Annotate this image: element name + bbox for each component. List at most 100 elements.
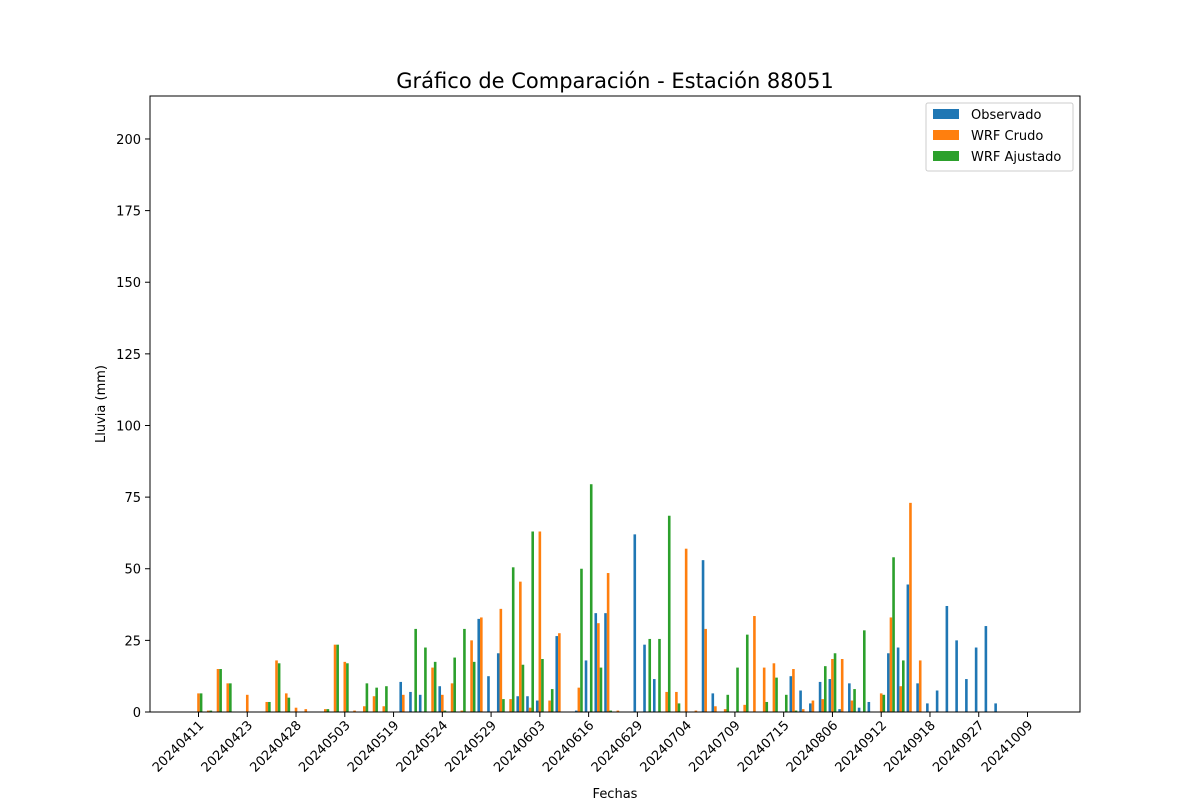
bar-wrf-crudo-67 xyxy=(850,700,854,712)
bar-wrf-ajustado-59 xyxy=(775,677,778,712)
bar-observado-25 xyxy=(438,686,442,712)
bar-wrf-crudo-53 xyxy=(714,706,717,712)
bar-observado-47 xyxy=(652,679,656,712)
bar-wrf-crudo-33 xyxy=(519,581,522,712)
bar-wrf-ajustado-26 xyxy=(453,657,456,712)
bar-wrf-crudo-3 xyxy=(226,683,230,712)
bar-observado-77 xyxy=(945,605,949,712)
bar-wrf-crudo-48 xyxy=(665,691,668,712)
bar-wrf-ajustado-70 xyxy=(882,694,886,712)
bar-wrf-ajustado-7 xyxy=(268,701,271,712)
y-axis: 0 25 50 75 100 125 150 175 200 xyxy=(116,133,150,721)
bar-wrf-crudo-2 xyxy=(216,669,220,712)
bar-wrf-crudo-63 xyxy=(811,700,815,712)
bar-observado-79 xyxy=(965,679,968,712)
bar-wrf-ajustado-71 xyxy=(892,557,895,712)
bar-wrf-crudo-35 xyxy=(538,531,542,712)
y-tick-label: 75 xyxy=(124,491,141,506)
bar-wrf-ajustado-1 xyxy=(209,710,213,712)
bar-wrf-crudo-62 xyxy=(801,709,805,712)
bar-observado-46 xyxy=(643,644,646,712)
bar-wrf-ajustado-54 xyxy=(726,694,730,712)
legend-label-wrf-crudo: WRF Crudo xyxy=(971,129,1043,144)
bar-wrf-crudo-18 xyxy=(372,696,376,712)
bar-wrf-ajustado-15 xyxy=(346,663,349,712)
bar-wrf-crudo-31 xyxy=(499,608,503,712)
bar-wrf-crudo-14 xyxy=(333,644,337,712)
bar-wrf-crudo-32 xyxy=(509,699,512,712)
bar-observado-41 xyxy=(594,613,598,712)
bar-wrf-ajustado-64 xyxy=(823,666,827,712)
bar-wrf-crudo-59 xyxy=(772,663,776,712)
bar-wrf-ajustado-68 xyxy=(863,630,866,712)
bar-wrf-crudo-16 xyxy=(353,710,356,712)
bar-wrf-crudo-1 xyxy=(206,710,210,712)
bar-observado-40 xyxy=(584,660,588,712)
bar-wrf-crudo-73 xyxy=(909,502,912,712)
bar-wrf-ajustado-56 xyxy=(745,634,749,712)
bar-wrf-ajustado-19 xyxy=(385,686,388,712)
bar-wrf-ajustado-65 xyxy=(833,653,837,712)
bar-wrf-crudo-61 xyxy=(792,669,795,712)
bar-wrf-ajustado-32 xyxy=(511,567,515,712)
y-tick-label: 50 xyxy=(124,563,141,578)
bar-wrf-crudo-13 xyxy=(323,709,327,712)
legend-swatch-wrf-crudo xyxy=(933,130,959,140)
bar-observado-33 xyxy=(516,696,520,712)
bar-wrf-ajustado-34 xyxy=(531,531,534,712)
bar-wrf-ajustado-60 xyxy=(784,694,788,712)
bar-wrf-crudo-70 xyxy=(879,693,883,712)
x-axis-label: Fechas xyxy=(593,787,638,800)
bar-observado-74 xyxy=(916,683,919,712)
bar-observado-82 xyxy=(994,703,997,712)
bar-wrf-crudo-7 xyxy=(265,701,269,712)
legend-label-wrf-ajustado: WRF Ajustado xyxy=(971,150,1061,165)
bar-wrf-ajustado-67 xyxy=(853,689,856,712)
bar-wrf-crudo-29 xyxy=(480,617,483,712)
bar-wrf-ajustado-23 xyxy=(424,647,427,712)
bar-wrf-crudo-8 xyxy=(275,660,278,712)
plot-frame xyxy=(149,95,1081,713)
bar-observado-65 xyxy=(828,679,832,712)
y-tick-label: 200 xyxy=(116,133,141,148)
bar-observado-37 xyxy=(555,636,559,712)
bar-wrf-ajustado-42 xyxy=(609,710,613,712)
bar-observado-23 xyxy=(418,694,422,712)
bar-observado-39 xyxy=(574,710,578,712)
legend: Observado WRF Crudo WRF Ajustado xyxy=(925,102,1074,172)
bar-wrf-ajustado-39 xyxy=(580,568,583,712)
y-tick-label: 0 xyxy=(133,706,141,721)
bar-observado-64 xyxy=(818,681,822,712)
bar-wrf-crudo-24 xyxy=(431,667,434,712)
bar-observado-72 xyxy=(896,647,900,712)
bar-wrf-ajustado-58 xyxy=(765,701,769,712)
bar-wrf-crudo-0 xyxy=(197,693,200,712)
bar-observado-71 xyxy=(887,653,890,712)
bar-wrf-ajustado-24 xyxy=(433,661,437,712)
bar-wrf-crudo-5 xyxy=(245,694,249,712)
bar-wrf-ajustado-33 xyxy=(521,664,525,712)
bar-wrf-crudo-41 xyxy=(597,623,600,712)
bar-wrf-crudo-34 xyxy=(528,707,532,712)
bar-wrf-ajustado-8 xyxy=(277,663,281,712)
y-tick-label: 125 xyxy=(116,348,141,363)
bar-observado-30 xyxy=(487,676,490,712)
bar-observado-76 xyxy=(935,690,939,712)
bar-wrf-crudo-15 xyxy=(343,661,347,712)
bar-observado-61 xyxy=(789,676,793,712)
bar-observado-45 xyxy=(633,534,637,712)
bar-observado-63 xyxy=(809,703,812,712)
bar-observado-67 xyxy=(848,683,851,712)
bar-wrf-crudo-65 xyxy=(831,659,834,712)
chart-title: Gráfico de Comparación - Estación 88051 xyxy=(396,69,833,93)
bar-wrf-ajustado-14 xyxy=(336,644,339,712)
legend-label-observado: Observado xyxy=(971,108,1042,123)
bar-wrf-ajustado-72 xyxy=(902,660,905,712)
bar-observado-31 xyxy=(496,653,500,712)
bar-wrf-ajustado-27 xyxy=(463,628,466,712)
bar-wrf-ajustado-22 xyxy=(414,628,417,712)
bar-wrf-ajustado-13 xyxy=(326,709,330,712)
bar-observado-34 xyxy=(526,696,529,712)
bar-wrf-ajustado-48 xyxy=(667,515,671,712)
bar-observado-81 xyxy=(984,626,988,712)
